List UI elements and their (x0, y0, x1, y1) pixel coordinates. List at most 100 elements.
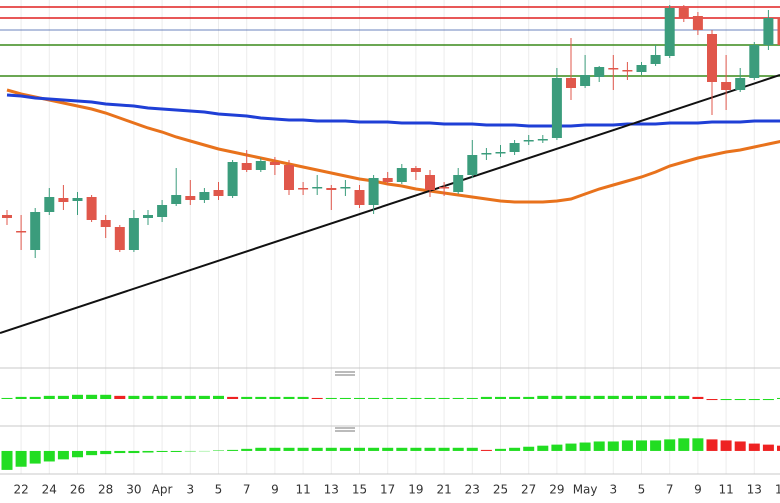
x-tick-label: 17 (380, 483, 395, 497)
candle-body (171, 195, 182, 204)
candle-body (453, 175, 464, 192)
histogram-bar (593, 441, 605, 451)
candle-body (650, 55, 661, 64)
histogram-bar (283, 447, 295, 451)
histogram-bar (100, 394, 112, 399)
candle-body (566, 78, 576, 88)
candle-body (410, 168, 421, 172)
histogram-bar (565, 395, 577, 399)
histogram-bar (15, 450, 27, 467)
histogram-bar (1, 397, 13, 399)
histogram-bar (1, 450, 13, 470)
histogram-bar (748, 443, 760, 451)
histogram-bar (748, 399, 760, 401)
candle-body (382, 178, 393, 182)
candle-body (241, 163, 252, 170)
histogram-bar (311, 447, 323, 451)
histogram-bar (734, 441, 746, 451)
candle-body (157, 205, 168, 217)
candle-body (664, 8, 675, 56)
grip[interactable] (335, 427, 355, 432)
x-tick-label: May (573, 483, 598, 497)
histogram-bar (57, 395, 69, 399)
histogram-bar (170, 450, 182, 452)
histogram-bar (255, 447, 267, 451)
trend-line (0, 74, 780, 334)
candle-body (467, 155, 478, 175)
histogram-bar (466, 397, 478, 399)
candle-body (269, 162, 280, 165)
histogram-bar (100, 450, 112, 455)
histogram-bar (269, 396, 281, 399)
x-tick-label: 3 (609, 483, 617, 497)
x-tick-label: 15 (352, 483, 367, 497)
histogram-bar (354, 397, 365, 399)
histogram-bar (241, 448, 253, 451)
candle-body (30, 212, 41, 250)
moving-average-line (6, 93, 780, 128)
histogram-bar (650, 440, 662, 451)
candle-body (523, 140, 534, 142)
x-tick-label: 7 (243, 483, 251, 497)
grip[interactable] (335, 371, 355, 376)
histogram-bar (438, 447, 450, 451)
histogram-bar (382, 397, 394, 399)
histogram-bar (128, 395, 140, 399)
histogram-bar (142, 450, 154, 453)
histogram-bar (156, 450, 168, 452)
x-tick-label: 25 (493, 483, 508, 497)
histogram-bar (396, 397, 408, 399)
x-tick-label: 5 (638, 483, 646, 497)
candle-body (58, 198, 69, 202)
x-tick-label: 30 (126, 483, 141, 497)
histogram-bar (706, 439, 718, 451)
histogram-bar (72, 394, 83, 399)
histogram-bar (396, 447, 408, 451)
histogram-bar (184, 395, 196, 399)
histogram-bar (86, 394, 98, 399)
histogram-bar (424, 397, 436, 399)
candle-body (481, 153, 492, 155)
x-tick-label: 22 (13, 483, 28, 497)
candle-body (396, 168, 407, 182)
histogram-bar (255, 396, 267, 399)
x-tick-label: 13 (747, 483, 762, 497)
histogram-bar (354, 447, 365, 451)
histogram-bar (128, 450, 140, 454)
histogram-bar (114, 450, 126, 454)
histogram-bar (523, 396, 535, 399)
histogram-bar (777, 445, 780, 451)
candle-body (678, 8, 689, 18)
candle-body (495, 152, 506, 154)
candle-body (636, 65, 647, 72)
candle-body (580, 75, 591, 86)
histogram-bar (241, 396, 253, 399)
histogram-bar (664, 439, 676, 451)
histogram-bar (452, 397, 464, 399)
histogram-bar (325, 447, 337, 451)
histogram-bar (213, 395, 224, 399)
histogram-bar (565, 443, 577, 451)
candle-body (777, 18, 780, 45)
x-tick-label: 28 (98, 483, 113, 497)
candle-body (213, 190, 224, 196)
x-tick-label: 26 (70, 483, 85, 497)
histogram-bar (170, 395, 182, 399)
histogram-bar (593, 395, 605, 399)
histogram-bar (664, 395, 676, 399)
candle-body (128, 218, 139, 250)
candle-body (227, 162, 238, 196)
histogram-bar (339, 397, 351, 399)
histogram-bar (466, 447, 478, 451)
histogram-bar (692, 396, 704, 399)
x-tick-label: 5 (215, 483, 223, 497)
candle-body (86, 197, 97, 220)
histogram-bar (29, 450, 41, 464)
histogram-bar (227, 396, 239, 399)
histogram-bar (734, 399, 746, 401)
histogram-bar (198, 395, 210, 399)
candle-body (100, 220, 111, 227)
histogram-bar (43, 450, 55, 462)
histogram-bar (43, 395, 55, 399)
